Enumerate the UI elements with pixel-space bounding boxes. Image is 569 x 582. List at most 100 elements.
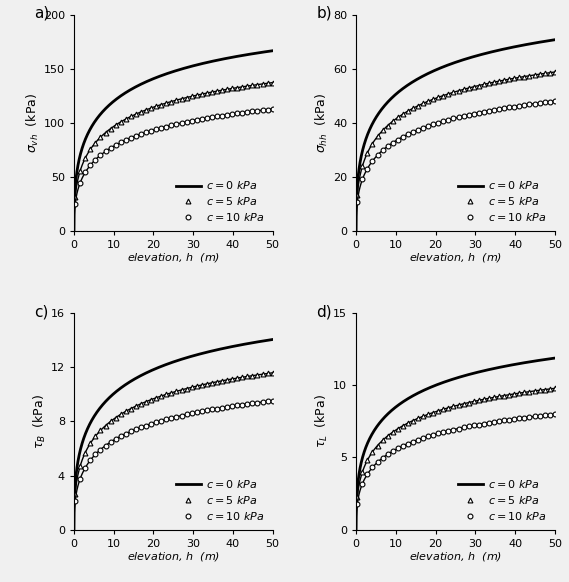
$c = 10\ kPa$	[112, 435, 119, 442]
$c = 10\ kPa$	[455, 425, 462, 432]
$c = 5\ kPa$	[72, 193, 79, 200]
$c = 10\ kPa$	[410, 438, 417, 445]
$c = 10\ kPa$	[511, 103, 518, 110]
$c = 10\ kPa$	[254, 399, 261, 406]
$c = 10\ kPa$	[254, 107, 261, 114]
$c = 0\ kPa$	[207, 58, 214, 65]
$c = 10\ kPa$	[450, 115, 457, 122]
Line: $c = 0\ kPa$: $c = 0\ kPa$	[74, 339, 273, 530]
$c = 10\ kPa$	[546, 98, 553, 105]
$c = 5\ kPa$	[536, 387, 543, 394]
$c = 5\ kPa$	[234, 84, 241, 91]
$c = 5\ kPa$	[450, 89, 457, 96]
$c = 10\ kPa$	[122, 137, 129, 144]
$c = 5\ kPa$	[112, 122, 119, 129]
$c = 10\ kPa$	[183, 118, 190, 125]
$c = 5\ kPa$	[389, 118, 396, 125]
Legend: $c = 0\ kPa$, $c = 5\ kPa$, $c = 10\ kPa$: $c = 0\ kPa$, $c = 5\ kPa$, $c = 10\ kPa…	[174, 177, 267, 225]
$c = 10\ kPa$	[435, 430, 442, 437]
$c = 10\ kPa$	[526, 414, 533, 421]
$c = 5\ kPa$	[173, 388, 180, 395]
$c = 0\ kPa$	[151, 75, 158, 82]
$c = 5\ kPa$	[112, 414, 119, 421]
$c = 5\ kPa$	[152, 103, 159, 110]
$c = 5\ kPa$	[259, 371, 266, 378]
Line: $c = 5\ kPa$: $c = 5\ kPa$	[73, 370, 275, 496]
$c = 5\ kPa$	[249, 372, 256, 379]
$c = 5\ kPa$	[87, 146, 94, 153]
$c = 5\ kPa$	[399, 423, 406, 430]
$c = 10\ kPa$	[188, 118, 195, 125]
$c = 5\ kPa$	[405, 420, 411, 427]
Y-axis label: $\tau_{L}$  (kPa): $\tau_{L}$ (kPa)	[314, 395, 330, 448]
$c = 5\ kPa$	[254, 81, 261, 88]
$c = 0\ kPa$	[225, 54, 232, 61]
$c = 5\ kPa$	[379, 437, 386, 444]
$c = 0\ kPa$	[440, 379, 447, 386]
$c = 10\ kPa$	[107, 439, 114, 446]
$c = 10\ kPa$	[173, 120, 180, 127]
$c = 10\ kPa$	[551, 411, 558, 418]
$c = 10\ kPa$	[471, 111, 477, 118]
$c = 5\ kPa$	[496, 393, 502, 400]
$c = 5\ kPa$	[133, 111, 139, 118]
$c = 5\ kPa$	[87, 440, 94, 447]
$c = 0\ kPa$	[508, 361, 514, 368]
$c = 5\ kPa$	[476, 82, 483, 89]
$c = 5\ kPa$	[193, 92, 200, 99]
Line: $c = 10\ kPa$: $c = 10\ kPa$	[355, 99, 557, 204]
$c = 5\ kPa$	[244, 83, 251, 90]
Text: c): c)	[34, 304, 48, 320]
$c = 5\ kPa$	[440, 92, 447, 99]
$c = 10\ kPa$	[148, 420, 155, 427]
Y-axis label: $\tau_{B}$  (kPa): $\tau_{B}$ (kPa)	[32, 394, 48, 449]
$c = 10\ kPa$	[163, 416, 170, 423]
$c = 10\ kPa$	[148, 127, 155, 134]
$c = 10\ kPa$	[87, 457, 94, 464]
$c = 10\ kPa$	[410, 129, 417, 136]
$c = 5\ kPa$	[107, 418, 114, 425]
$c = 10\ kPa$	[445, 116, 452, 123]
Line: $c = 5\ kPa$: $c = 5\ kPa$	[355, 386, 557, 500]
$c = 5\ kPa$	[455, 87, 462, 94]
$c = 10\ kPa$	[496, 418, 502, 425]
$c = 5\ kPa$	[178, 386, 185, 393]
$c = 5\ kPa$	[374, 133, 381, 140]
$c = 10\ kPa$	[188, 410, 195, 417]
$c = 10\ kPa$	[122, 430, 129, 437]
$c = 5\ kPa$	[102, 129, 109, 136]
$c = 5\ kPa$	[168, 98, 175, 105]
$c = 5\ kPa$	[405, 108, 411, 115]
$c = 0\ kPa$	[207, 348, 214, 355]
$c = 5\ kPa$	[199, 381, 205, 388]
$c = 5\ kPa$	[183, 385, 190, 392]
$c = 5\ kPa$	[476, 397, 483, 404]
$c = 0\ kPa$	[269, 47, 276, 54]
$c = 5\ kPa$	[122, 116, 129, 123]
$c = 10\ kPa$	[143, 422, 150, 429]
$c = 5\ kPa$	[511, 391, 518, 398]
$c = 5\ kPa$	[425, 98, 432, 105]
$c = 10\ kPa$	[264, 106, 271, 113]
$c = 10\ kPa$	[138, 130, 145, 137]
$c = 5\ kPa$	[218, 87, 225, 94]
$c = 10\ kPa$	[193, 409, 200, 416]
$c = 5\ kPa$	[410, 105, 417, 112]
$c = 0\ kPa$	[373, 113, 380, 120]
$c = 5\ kPa$	[415, 102, 422, 109]
$c = 10\ kPa$	[138, 424, 145, 431]
$c = 5\ kPa$	[234, 375, 241, 382]
$c = 5\ kPa$	[496, 77, 502, 84]
$c = 5\ kPa$	[541, 70, 548, 77]
$c = 5\ kPa$	[389, 428, 396, 435]
$c = 10\ kPa$	[208, 113, 215, 120]
$c = 0\ kPa$	[353, 526, 360, 533]
$c = 10\ kPa$	[234, 110, 241, 117]
X-axis label: elevation, $h$  (m): elevation, $h$ (m)	[127, 251, 220, 264]
$c = 5\ kPa$	[445, 404, 452, 411]
$c = 10\ kPa$	[521, 102, 528, 109]
$c = 5\ kPa$	[460, 86, 467, 93]
$c = 5\ kPa$	[183, 94, 190, 101]
$c = 10\ kPa$	[480, 420, 487, 427]
$c = 10\ kPa$	[269, 398, 276, 404]
